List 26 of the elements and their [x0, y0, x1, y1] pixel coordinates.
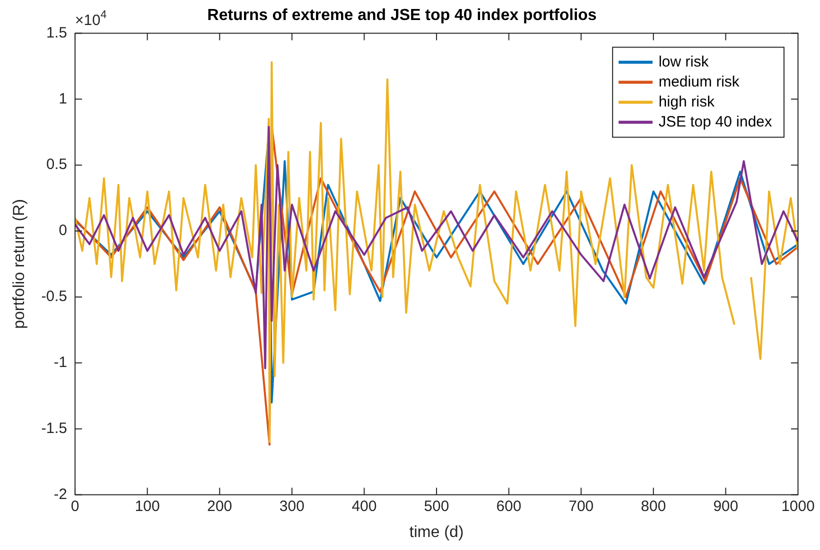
y-tick-label: 0 — [58, 222, 68, 240]
y-tick-label: 1.5 — [46, 24, 68, 42]
x-tick-label: 900 — [713, 498, 738, 515]
x-tick-label: 400 — [352, 498, 377, 515]
x-tick-label: 600 — [496, 498, 522, 515]
chart-title: Returns of extreme and JSE top 40 index portfolios — [207, 7, 597, 24]
legend-label: high risk — [658, 93, 715, 110]
y-tick-label: -2 — [54, 486, 68, 503]
y-tick-label: -0.5 — [41, 288, 68, 306]
y-tick-label: 0.5 — [46, 156, 68, 174]
legend-label: low risk — [658, 53, 710, 70]
x-tick-label: 200 — [207, 498, 232, 515]
x-tick-label: 0 — [70, 498, 80, 515]
x-tick-label: 300 — [279, 498, 304, 515]
y-tick-label: -1 — [54, 354, 68, 372]
y-tick-label: 1 — [58, 90, 68, 108]
x-tick-label: 100 — [134, 498, 160, 515]
legend-label: JSE top 40 index — [658, 113, 772, 130]
x-tick-label: 800 — [640, 498, 666, 515]
x-tick-label: 700 — [568, 498, 594, 515]
x-axis-title: time (d) — [409, 524, 464, 541]
legend-label: medium risk — [658, 73, 740, 90]
x-tick-label: 1000 — [781, 498, 815, 515]
y-axis-title: portfolio return (R) — [11, 199, 28, 329]
x-tick-label: 500 — [424, 498, 450, 515]
y-tick-label: -1.5 — [41, 420, 68, 437]
